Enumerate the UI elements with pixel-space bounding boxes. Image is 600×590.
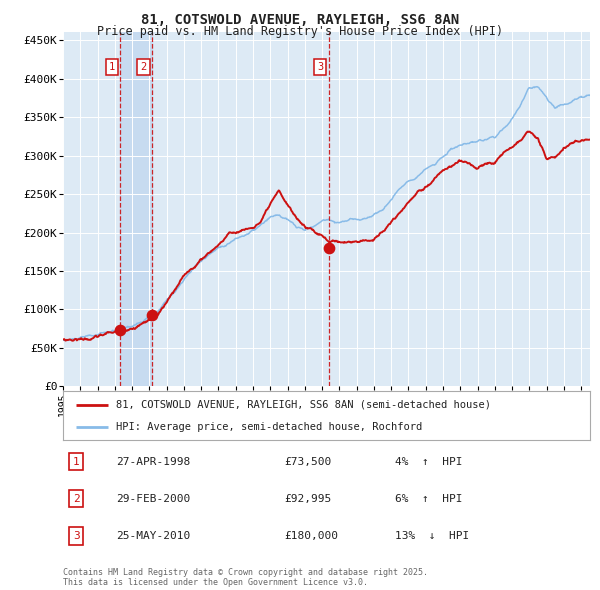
Text: 29-FEB-2000: 29-FEB-2000 [116, 494, 190, 504]
Text: £92,995: £92,995 [284, 494, 332, 504]
Text: £73,500: £73,500 [284, 457, 332, 467]
Point [116, 325, 125, 335]
Text: 81, COTSWOLD AVENUE, RAYLEIGH, SS6 8AN (semi-detached house): 81, COTSWOLD AVENUE, RAYLEIGH, SS6 8AN (… [116, 399, 491, 409]
Text: 25-MAY-2010: 25-MAY-2010 [116, 531, 190, 541]
Text: 4%  ↑  HPI: 4% ↑ HPI [395, 457, 463, 467]
Text: 13%  ↓  HPI: 13% ↓ HPI [395, 531, 469, 541]
Text: 2: 2 [140, 62, 146, 72]
Text: 1: 1 [73, 457, 80, 467]
Text: £180,000: £180,000 [284, 531, 338, 541]
Point [148, 310, 157, 320]
Text: HPI: Average price, semi-detached house, Rochford: HPI: Average price, semi-detached house,… [116, 422, 422, 432]
Text: 3: 3 [73, 531, 80, 541]
Text: 1: 1 [109, 62, 115, 72]
Point [324, 243, 334, 253]
Text: Contains HM Land Registry data © Crown copyright and database right 2025.
This d: Contains HM Land Registry data © Crown c… [63, 568, 428, 587]
Text: 2: 2 [73, 494, 80, 504]
Text: 6%  ↑  HPI: 6% ↑ HPI [395, 494, 463, 504]
Text: 3: 3 [317, 62, 323, 72]
Text: 27-APR-1998: 27-APR-1998 [116, 457, 190, 467]
Bar [121, 32, 152, 386]
Text: 81, COTSWOLD AVENUE, RAYLEIGH, SS6 8AN: 81, COTSWOLD AVENUE, RAYLEIGH, SS6 8AN [141, 13, 459, 27]
Text: Price paid vs. HM Land Registry's House Price Index (HPI): Price paid vs. HM Land Registry's House … [97, 25, 503, 38]
